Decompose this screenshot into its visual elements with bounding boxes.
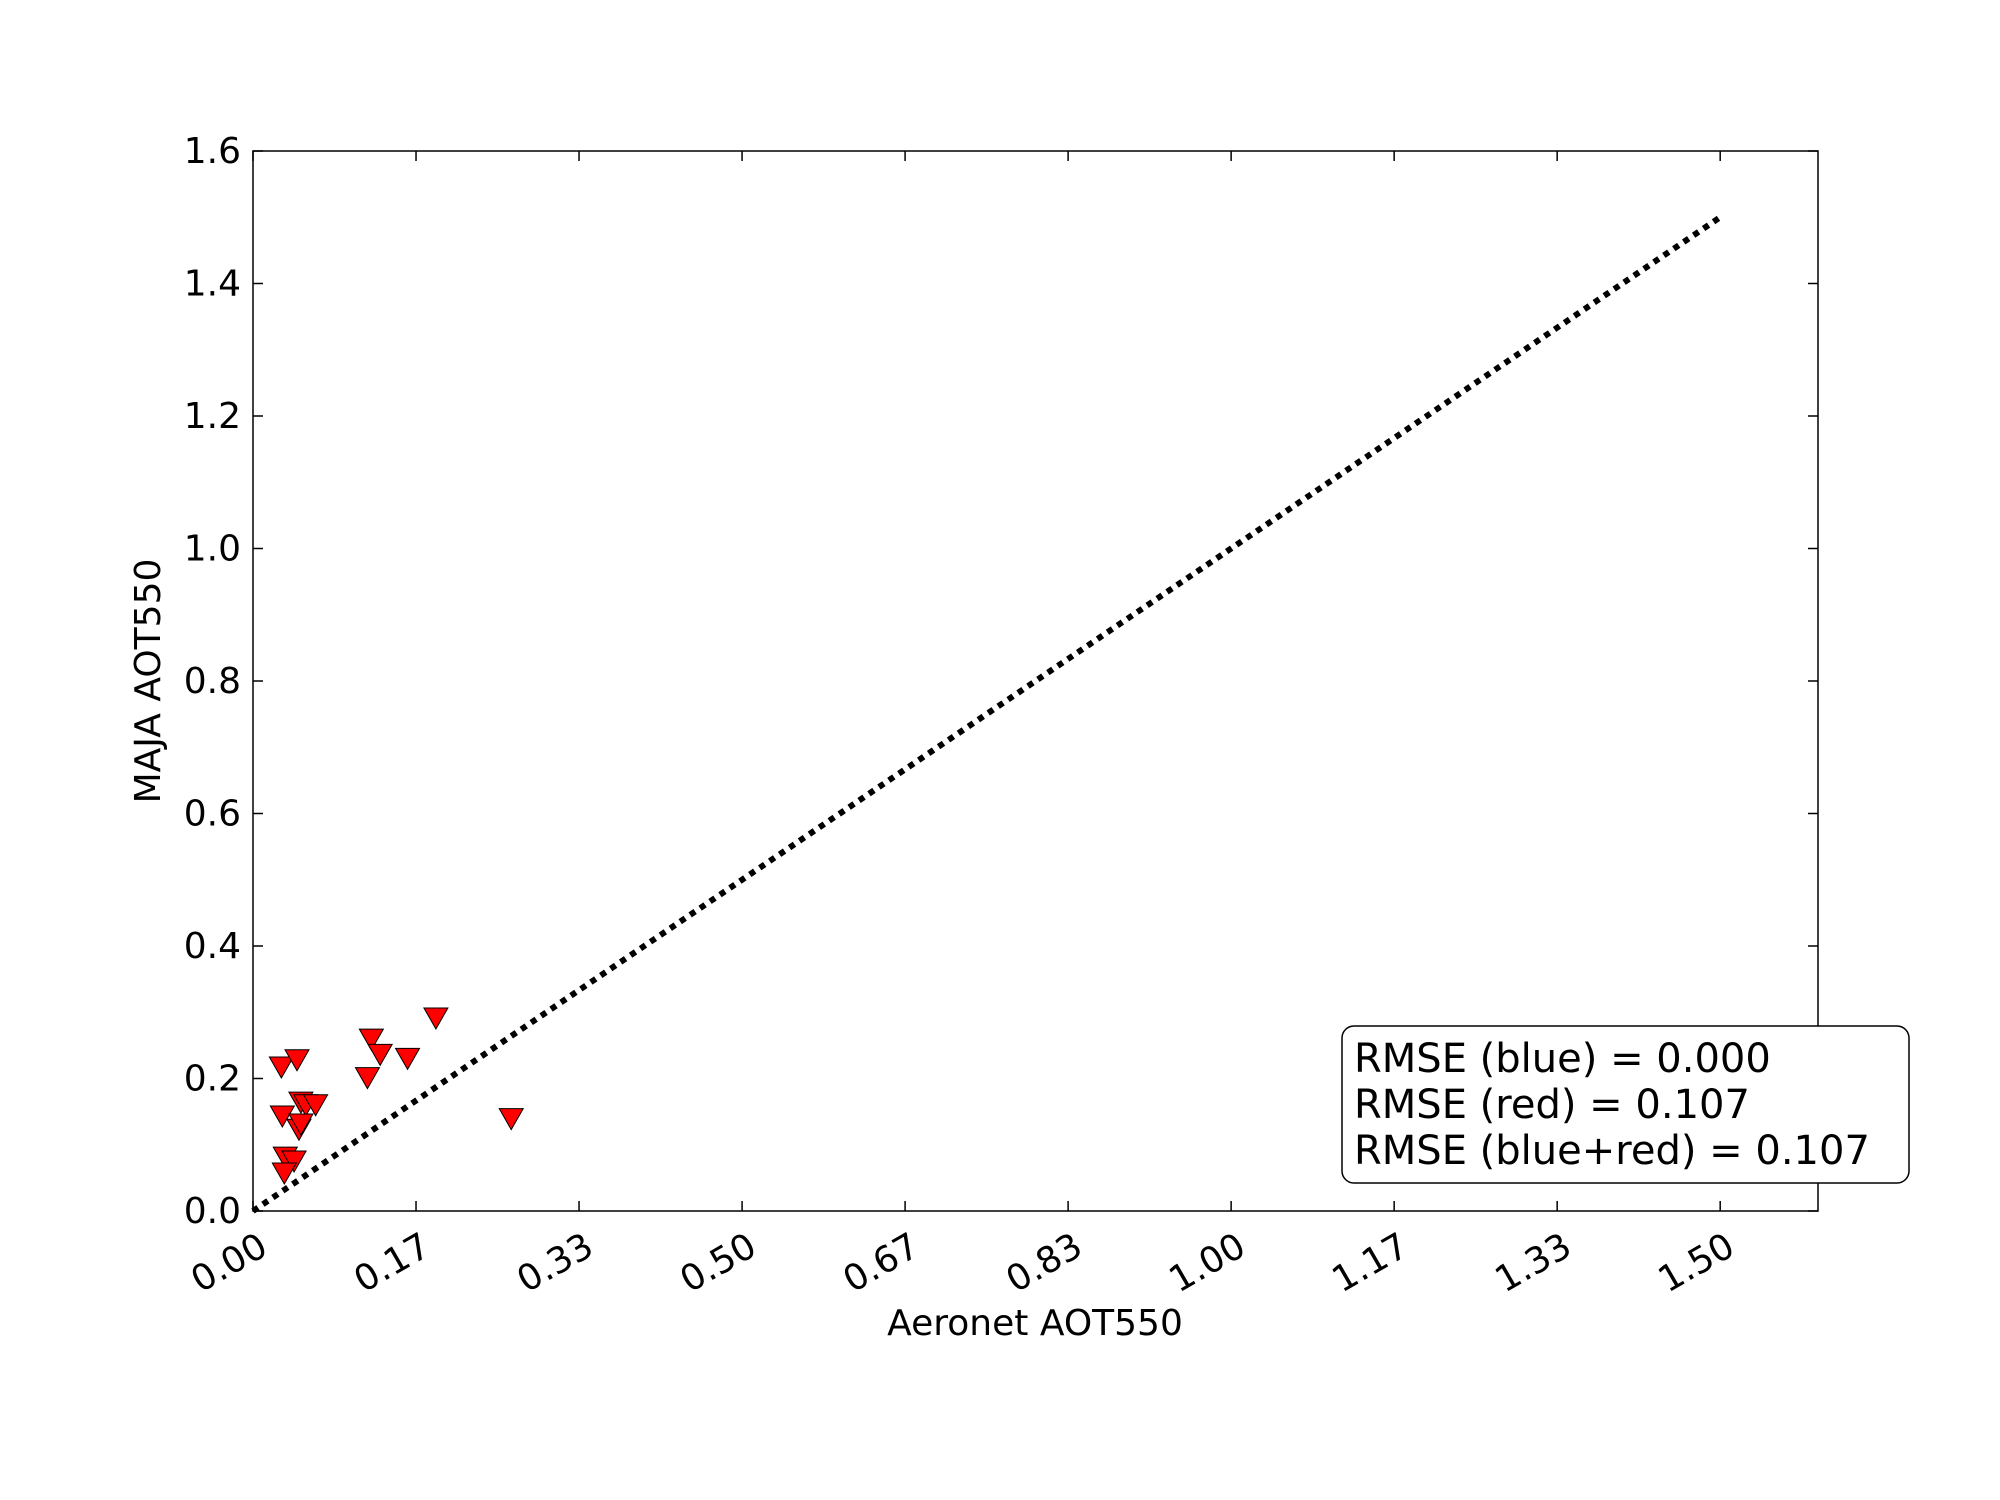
y-tick-label: 1.0 — [184, 529, 241, 570]
marker — [423, 1007, 449, 1030]
annotation: RMSE (red) = 0.107 — [1354, 1082, 1750, 1128]
y-tick-label: 0.2 — [184, 1059, 241, 1100]
y-tick-label: 0.4 — [184, 926, 241, 967]
y-tick-label: 1.2 — [184, 396, 241, 437]
marker — [269, 1105, 296, 1129]
y-tick-label: 0.8 — [184, 661, 241, 702]
marker — [302, 1094, 329, 1117]
y-tick-label: 1.4 — [184, 264, 241, 305]
y-tick-label: 1.6 — [184, 131, 241, 172]
marker — [367, 1043, 394, 1067]
y-tick-label: 0.0 — [184, 1191, 241, 1232]
marker — [498, 1108, 525, 1131]
marker — [358, 1028, 385, 1052]
annotation-box — [1341, 1025, 1910, 1184]
marker — [288, 1113, 314, 1136]
annotation: RMSE (blue+red) = 0.107 — [1354, 1128, 1870, 1174]
marker — [284, 1049, 310, 1072]
x-axis-label: Aeronet AOT550 — [887, 1303, 1183, 1344]
y-tick-label: 0.6 — [184, 794, 241, 835]
annotation: RMSE (blue) = 0.000 — [1354, 1036, 1771, 1082]
marker — [394, 1047, 421, 1071]
marker — [354, 1067, 381, 1090]
marker — [271, 1162, 298, 1185]
reference-line — [251, 214, 1722, 1214]
y-axis-label: MAJA AOT550 — [128, 559, 169, 804]
marker — [268, 1056, 295, 1079]
marker — [281, 1150, 307, 1174]
